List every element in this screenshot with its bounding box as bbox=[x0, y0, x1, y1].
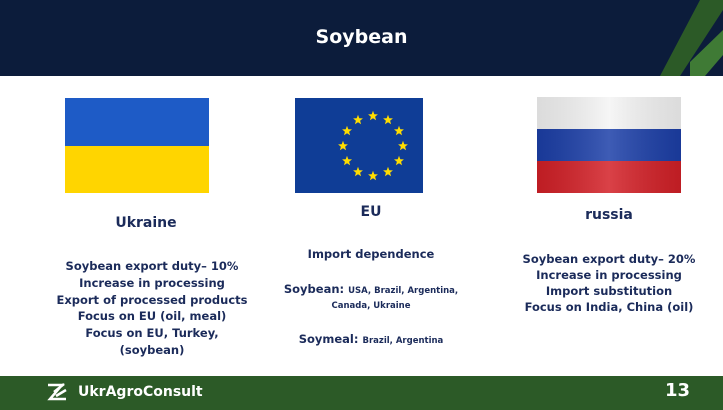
country-name: Ukraine bbox=[115, 215, 177, 231]
star bbox=[398, 140, 408, 151]
country-name: russia bbox=[585, 207, 633, 223]
eu-item: Soymeal: Brazil, Argentina bbox=[251, 331, 491, 350]
item-label: Soybean: bbox=[283, 282, 345, 296]
star bbox=[368, 170, 378, 181]
note-line: Increase in processing bbox=[536, 268, 682, 282]
ukraine-notes: Soybean export duty– 10% Increase in proc… bbox=[32, 258, 272, 359]
star bbox=[342, 125, 352, 136]
eu-item: Soybean: USA, Brazil, Argentina, Canada,… bbox=[266, 283, 476, 313]
star bbox=[394, 155, 404, 166]
note-line: Focus on EU (oil, meal) bbox=[77, 309, 227, 324]
note-line: Focus on India, China (oil) bbox=[524, 300, 694, 314]
star bbox=[394, 125, 404, 136]
eu-flag bbox=[295, 98, 423, 193]
note-line: Soybean export duty– 20% bbox=[522, 252, 696, 266]
item-text: Brazil, Argentina bbox=[362, 336, 444, 346]
note-line: (soybean) bbox=[119, 342, 185, 357]
note-line: Focus on EU, Turkey, bbox=[85, 326, 219, 341]
russia-flag bbox=[537, 97, 681, 193]
page-number: 13 bbox=[665, 380, 691, 401]
item-text: USA, Brazil, Argentina, Canada, Ukraine bbox=[331, 286, 459, 311]
footer-bar bbox=[0, 376, 723, 410]
russia-notes: Soybean export duty– 20% Increase in proc… bbox=[489, 251, 723, 315]
star bbox=[342, 155, 352, 166]
star bbox=[353, 114, 363, 125]
note-line: Increase in processing bbox=[79, 275, 225, 290]
note-line: Soybean export duty– 10% bbox=[65, 259, 239, 273]
header-bar bbox=[0, 0, 723, 76]
item-label: Soymeal: bbox=[298, 332, 359, 346]
note-line: Import substitution bbox=[545, 284, 673, 298]
star bbox=[368, 110, 378, 121]
star bbox=[383, 166, 393, 177]
eu-heading: Import dependence bbox=[307, 247, 435, 261]
note-line: Export of processed products bbox=[56, 292, 248, 307]
star bbox=[338, 140, 348, 151]
star bbox=[353, 166, 363, 177]
star bbox=[383, 114, 393, 125]
country-name: EU bbox=[360, 204, 382, 220]
header-decoration bbox=[660, 0, 723, 76]
ukraine-flag bbox=[65, 98, 209, 193]
logo-text: UkrAgroConsult bbox=[78, 384, 203, 400]
slide-title: Soybean bbox=[315, 26, 408, 48]
logo-icon bbox=[47, 383, 67, 401]
